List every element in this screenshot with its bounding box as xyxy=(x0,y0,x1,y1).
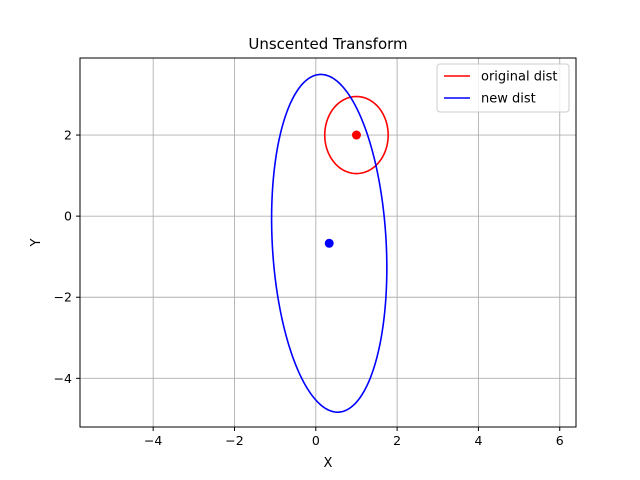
y-tick-label: 2 xyxy=(64,128,72,143)
x-tick-label: 4 xyxy=(474,433,482,448)
x-tick-label: 2 xyxy=(393,433,401,448)
legend: original dist new dist xyxy=(436,63,570,113)
plot-series xyxy=(270,73,389,413)
grid xyxy=(80,58,576,427)
x-tick-label: −4 xyxy=(144,433,162,448)
x-tick-label: −2 xyxy=(225,433,243,448)
y-tick-label: −2 xyxy=(54,290,72,305)
chart-title: Unscented Transform xyxy=(248,35,407,53)
legend-label-original-dist: original dist xyxy=(481,70,557,85)
x-axis-label: X xyxy=(324,456,333,471)
series-line-original-dist xyxy=(323,95,389,175)
y-axis-label: Y xyxy=(29,238,44,247)
axis-ticks: −4 −2 0 2 4 6 −4 −2 0 2 xyxy=(54,128,564,448)
plot-frame xyxy=(79,57,577,428)
x-tick-label: 6 xyxy=(556,433,564,448)
mean-point-0 xyxy=(351,130,361,140)
y-tick-label: 0 xyxy=(64,209,72,224)
mean-point-1 xyxy=(324,238,334,248)
series-line-new-dist xyxy=(270,73,388,413)
x-tick-label: 0 xyxy=(312,433,320,448)
legend-label-new-dist: new dist xyxy=(481,92,536,107)
y-tick-label: −4 xyxy=(54,371,72,386)
